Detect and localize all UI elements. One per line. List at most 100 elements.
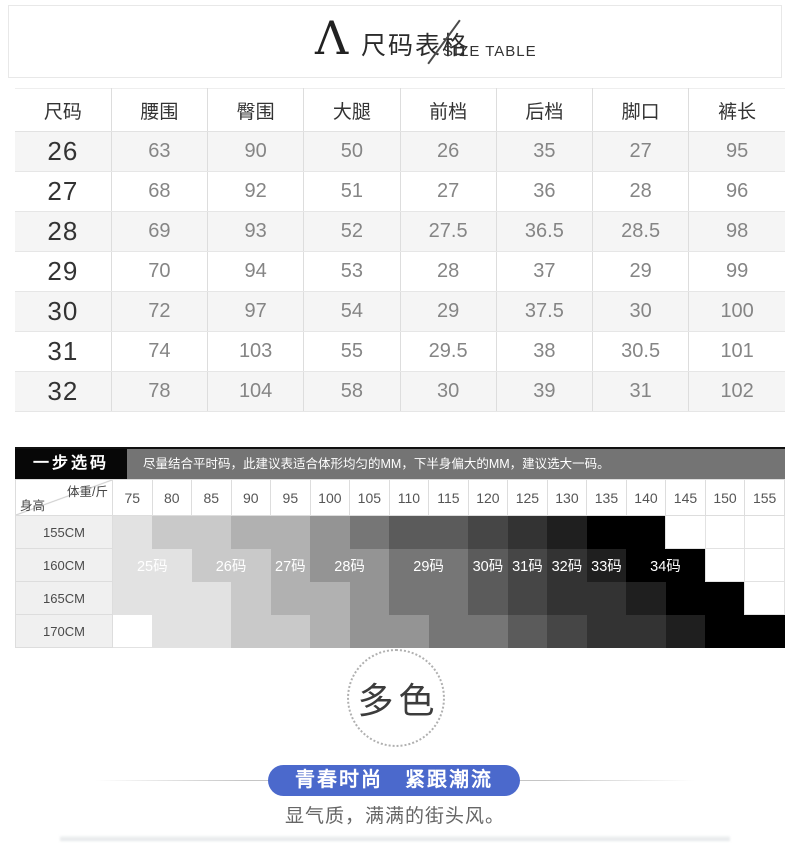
measurement-cell: 28.5 xyxy=(592,211,690,252)
multi-color-badge: 多色 xyxy=(347,649,445,747)
size-table-column-header: 后档 xyxy=(496,88,594,132)
size-table-row: 32 78 104 58 30 39 31 102 xyxy=(15,371,785,412)
measurement-cell: 27 xyxy=(592,131,690,172)
measurement-cell: 50 xyxy=(303,131,401,172)
heatmap-band-cell xyxy=(231,515,311,549)
size-value-cell: 27 xyxy=(15,171,112,212)
heatmap-band-cell xyxy=(507,581,548,615)
measurement-cell: 93 xyxy=(207,211,305,252)
heatmap-band-cell xyxy=(389,581,469,615)
heatmap-row: 170CM xyxy=(15,614,785,648)
size-table-row: 27 68 92 51 27 36 28 96 xyxy=(15,171,785,212)
heatmap-corner-cell: 体重/斤 身高 xyxy=(15,479,113,516)
size-table-head: 尺码 腰围 臀围 大腿 前档 后档 脚口 裤长 xyxy=(15,88,785,132)
measurement-cell: 27.5 xyxy=(400,211,497,252)
measurement-cell: 28 xyxy=(592,171,690,212)
heatmap-band-cell xyxy=(547,614,587,648)
measurement-cell: 30 xyxy=(400,371,497,412)
heatmap-band-cell xyxy=(468,581,508,615)
size-table-column-header: 尺码 xyxy=(15,88,112,132)
heatmap-band-cell xyxy=(152,515,232,549)
heatmap-band-cell xyxy=(665,581,745,615)
size-table-column-header: 裤长 xyxy=(688,88,785,132)
measurement-cell: 37.5 xyxy=(496,291,594,332)
measurement-cell: 30 xyxy=(592,291,690,332)
size-table-row: 28 69 93 52 27.5 36.5 28.5 98 xyxy=(15,211,785,252)
multi-color-text: 多色 xyxy=(357,681,440,722)
heatmap-band-cell xyxy=(547,515,587,549)
heatmap-band-cell xyxy=(310,515,350,549)
measurement-cell: 30.5 xyxy=(592,331,690,372)
measurement-cell: 70 xyxy=(111,251,209,292)
measurement-cell: 100 xyxy=(688,291,785,332)
weight-column-header: 125 xyxy=(507,479,548,516)
measurement-cell: 28 xyxy=(400,251,497,292)
size-table-column-header: 大腿 xyxy=(303,88,401,132)
heatmap-band-cell xyxy=(507,614,548,648)
weight-column-header: 75 xyxy=(112,479,153,516)
measurement-cell: 36 xyxy=(496,171,594,212)
size-value-cell: 29 xyxy=(15,251,112,292)
heatmap-band-cell: 30码 xyxy=(468,548,508,582)
measurement-cell: 92 xyxy=(207,171,305,212)
weight-column-header: 115 xyxy=(428,479,469,516)
size-table-column-header: 前档 xyxy=(400,88,497,132)
size-table-column-header: 脚口 xyxy=(592,88,690,132)
heatmap-band-cell xyxy=(507,515,548,549)
weight-column-header: 90 xyxy=(230,479,272,516)
heatmap-band-cell xyxy=(270,581,350,615)
measurement-cell: 39 xyxy=(496,371,594,412)
weight-column-header: 80 xyxy=(151,479,193,516)
measurement-cell: 102 xyxy=(688,371,785,412)
weight-column-header: 145 xyxy=(665,479,706,516)
measurement-cell: 37 xyxy=(496,251,594,292)
size-table-column-header: 臀围 xyxy=(207,88,305,132)
height-row-header: 165CM xyxy=(15,581,113,615)
measurement-cell: 31 xyxy=(592,371,690,412)
corner-weight-label: 体重/斤 xyxy=(67,485,108,499)
heatmap-band-cell xyxy=(349,581,390,615)
section-title-en: SIZE TABLE xyxy=(443,43,537,60)
height-row-header: 170CM xyxy=(15,614,113,648)
size-table-body: 26 63 90 50 26 35 27 95 27 68 92 51 27 36 28 96 28 69 93 52… xyxy=(15,131,785,412)
heatmap-empty-cell xyxy=(704,515,746,549)
heatmap-band-cell xyxy=(310,614,350,648)
size-value-cell: 31 xyxy=(15,331,112,372)
slogan-pill: 青春时尚 紧跟潮流 xyxy=(268,765,520,796)
heatmap-band-cell xyxy=(349,614,429,648)
size-table-row: 29 70 94 53 28 37 29 99 xyxy=(15,251,785,292)
heatmap-row: 160CM 25码 26码 27码 28码 29码 30码 31码 32码 33码 34码 xyxy=(15,548,785,582)
heatmap-empty-cell xyxy=(112,614,153,648)
measurement-cell: 29.5 xyxy=(400,331,497,372)
size-picker-section: 一步选码 尽量结合平时码，此建议表适合体形均匀的MM，下半身偏大的MM，建议选大… xyxy=(15,447,785,648)
heatmap-body: 155CM 160CM 25码 26码 27码 28码 29码 30码 31码 32码 33码 34码… xyxy=(15,515,785,648)
tagline-text: 显气质，满满的街头风。 xyxy=(284,806,505,827)
heatmap-band-cell xyxy=(112,581,232,615)
weight-column-header: 130 xyxy=(546,479,588,516)
measurement-cell: 63 xyxy=(111,131,209,172)
size-table-row: 26 63 90 50 26 35 27 95 xyxy=(15,131,785,172)
measurement-cell: 72 xyxy=(111,291,209,332)
measurement-cell: 58 xyxy=(303,371,401,412)
picker-badge: 一步选码 xyxy=(15,449,127,479)
heatmap-band-cell: 29码 xyxy=(389,548,469,582)
measurement-cell: 35 xyxy=(496,131,594,172)
measurement-cell: 29 xyxy=(400,291,497,332)
measurement-cell: 29 xyxy=(592,251,690,292)
heatmap-band-cell: 26码 xyxy=(191,548,271,582)
heatmap-band-cell xyxy=(626,581,666,615)
brand-logo-icon: Λ xyxy=(315,11,349,65)
measurement-cell: 98 xyxy=(688,211,785,252)
weight-column-header: 100 xyxy=(309,479,351,516)
picker-note: 尽量结合平时码，此建议表适合体形均匀的MM，下半身偏大的MM，建议选大一码。 xyxy=(127,449,785,479)
heatmap-band-cell xyxy=(586,614,666,648)
measurement-cell: 97 xyxy=(207,291,305,332)
measurement-cell: 52 xyxy=(303,211,401,252)
size-table-header-row: 尺码 腰围 臀围 大腿 前档 后档 脚口 裤长 xyxy=(15,88,785,132)
measurement-cell: 51 xyxy=(303,171,401,212)
measurement-cell: 101 xyxy=(688,331,785,372)
size-table-column-header: 腰围 xyxy=(111,88,209,132)
weight-column-header: 150 xyxy=(704,479,746,516)
heatmap-band-cell: 27码 xyxy=(270,548,311,582)
